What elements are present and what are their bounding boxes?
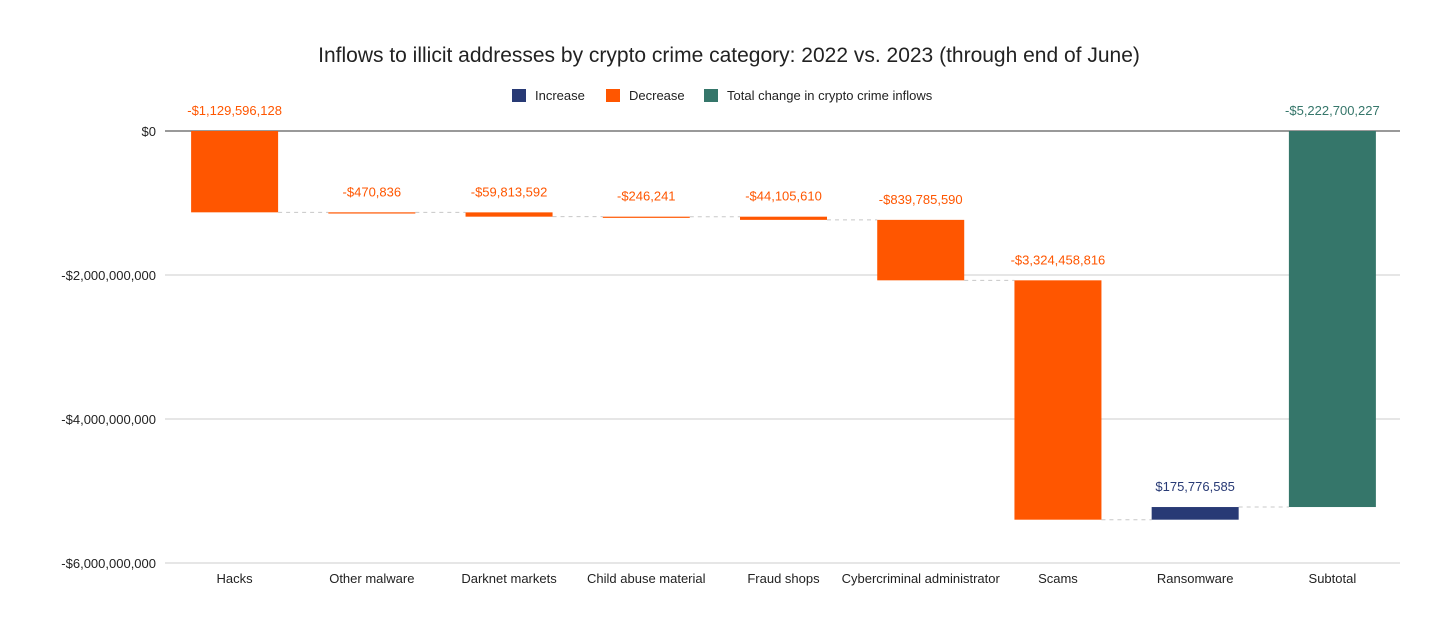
chart-title: Inflows to illicit addresses by crypto c… <box>318 44 1140 67</box>
bar-decrease <box>1014 280 1102 520</box>
bar-decrease <box>877 219 965 281</box>
connector-lines <box>278 211 1289 521</box>
x-tick-label: Scams <box>1038 571 1078 586</box>
x-tick-label: Child abuse material <box>587 571 706 586</box>
x-tick-label: Hacks <box>217 571 254 586</box>
bar-decrease <box>465 212 553 217</box>
data-label: $175,776,585 <box>1155 479 1235 494</box>
y-tick-label: -$2,000,000,000 <box>61 268 156 283</box>
x-tick-label: Darknet markets <box>461 571 557 586</box>
data-label: -$5,222,700,227 <box>1285 103 1380 118</box>
gridlines <box>165 130 1400 564</box>
legend-label-total: Total change in crypto crime inflows <box>727 88 933 103</box>
data-label: -$1,129,596,128 <box>187 103 282 118</box>
bars <box>191 131 1376 520</box>
x-tick-label: Ransomware <box>1157 571 1234 586</box>
data-label: -$246,241 <box>617 189 676 204</box>
legend-label-decrease: Decrease <box>629 88 685 103</box>
y-axis-tick-labels: $0 -$2,000,000,000 -$4,000,000,000 -$6,000,… <box>61 124 156 571</box>
x-axis-category-labels: Hacks Other malware Darknet markets Child a… <box>217 571 1357 586</box>
bar-increase <box>1151 507 1239 520</box>
legend-swatch-decrease <box>606 89 620 102</box>
bar-total <box>1288 131 1376 508</box>
x-tick-label: Cybercriminal administrator <box>842 571 1001 586</box>
bar-decrease <box>740 216 827 220</box>
bar-decrease <box>191 131 279 213</box>
data-label: -$470,836 <box>343 184 402 199</box>
data-label: -$59,813,592 <box>471 184 548 199</box>
x-tick-label: Fraud shops <box>747 571 820 586</box>
data-label: -$839,785,590 <box>879 192 963 207</box>
y-tick-label: $0 <box>142 124 156 139</box>
legend-swatch-increase <box>512 89 526 102</box>
data-labels: -$1,129,596,128 -$470,836 -$59,813,592 -$24… <box>187 103 1379 494</box>
bar-decrease <box>328 212 416 214</box>
data-label: -$3,324,458,816 <box>1011 252 1106 267</box>
legend-swatch-total <box>704 89 718 102</box>
data-label: -$44,105,610 <box>745 189 822 204</box>
y-tick-label: -$4,000,000,000 <box>61 412 156 427</box>
legend-label-increase: Increase <box>535 88 585 103</box>
bar-decrease <box>602 216 690 218</box>
x-tick-label: Subtotal <box>1309 571 1357 586</box>
y-tick-label: -$6,000,000,000 <box>61 556 156 571</box>
x-tick-label: Other malware <box>329 571 414 586</box>
legend: Increase Decrease Total change in crypto c… <box>512 88 933 103</box>
